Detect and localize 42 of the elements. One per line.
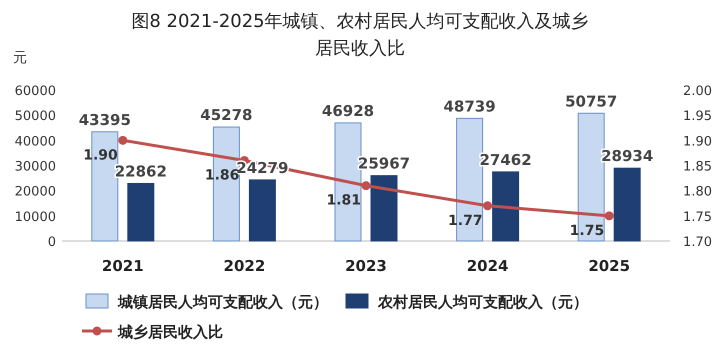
y2-tick-label: 1.80 (683, 184, 712, 200)
y-tick-label: 10000 (14, 210, 56, 225)
x-tick-label: 2022 (224, 257, 266, 275)
data-label: 48739 (444, 97, 496, 116)
y-axis-title: 元 (13, 50, 27, 66)
legend-label: 城镇居民人均可支配收入（元） (117, 293, 328, 311)
bar (248, 179, 276, 242)
point (604, 211, 614, 220)
point (362, 181, 370, 190)
x-tick-label: 2023 (345, 257, 387, 275)
x-tick-label: 2021 (102, 257, 144, 275)
bar (492, 171, 520, 242)
data-label: 43395 (78, 110, 131, 129)
bar (614, 168, 641, 242)
y-tick-label: 0 (48, 235, 56, 250)
data-label: 46928 (322, 102, 374, 120)
chart-title: 图8 2021-2025年城镇、农村居民人均可支配收入及城乡居民收入比 (130, 10, 590, 61)
legend-label: 农村居民人均可支配收入（元） (377, 293, 588, 311)
y2-tick-label: 1.90 (683, 134, 712, 150)
y2-tick-label: 1.85 (683, 160, 712, 174)
point (118, 136, 128, 145)
x-tick-label: 2024 (466, 257, 508, 275)
data-label: 50757 (565, 92, 618, 110)
x-tick-label: 2025 (588, 257, 630, 275)
data-label: 45278 (200, 106, 252, 124)
y-tick-label: 50000 (14, 109, 56, 124)
bar (370, 175, 398, 242)
y-tick-label: 60000 (14, 84, 56, 99)
point (483, 201, 492, 210)
y2-tick-label: 1.75 (683, 210, 712, 225)
y2-tick-label: 1.95 (683, 109, 712, 124)
legend-label: 城乡居民收入比 (117, 323, 223, 341)
y-tick-label: 20000 (14, 184, 56, 200)
data-label: 1.90 (83, 147, 118, 164)
y-tick-label: 30000 (14, 160, 56, 174)
data-label: 1.75 (570, 222, 604, 239)
bar (127, 182, 154, 242)
data-label: 1.77 (448, 212, 483, 229)
data-label: 1.81 (326, 192, 361, 209)
y2-tick-label: 1.70 (683, 235, 712, 250)
y-tick-label: 40000 (14, 134, 56, 150)
y2-tick-label: 2.00 (683, 84, 712, 99)
